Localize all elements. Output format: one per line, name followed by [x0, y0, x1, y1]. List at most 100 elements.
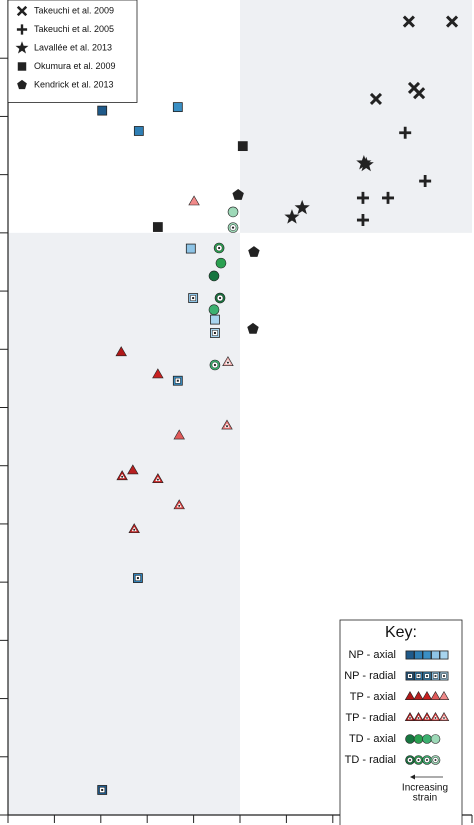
marker-shape [247, 322, 259, 334]
marker-shape [16, 24, 28, 35]
marker-shape [17, 62, 27, 71]
marker-dot [121, 475, 124, 478]
marker-dot [409, 675, 411, 677]
key-note: strain [413, 793, 437, 804]
marker-shape [413, 691, 424, 701]
marker-dot [231, 226, 235, 229]
marker-shape [227, 206, 239, 218]
marker-shape [402, 15, 415, 28]
marker-shape [413, 734, 424, 744]
data-point [209, 359, 221, 371]
marker-shape [421, 691, 433, 701]
marker-dot [409, 717, 411, 719]
marker-shape [404, 691, 416, 701]
marker-shape [419, 175, 432, 188]
marker-shape [152, 222, 163, 232]
marker-shape [215, 257, 227, 269]
data-point [221, 419, 233, 430]
data-point [294, 199, 310, 215]
legend-label: Takeuchi et al. 2009 [34, 5, 114, 15]
key-label: TP - radial [345, 712, 396, 724]
key-swatch [422, 755, 432, 765]
key-swatch [422, 650, 432, 660]
marker-dot [226, 361, 229, 364]
data-point [115, 346, 127, 357]
data-point [237, 141, 248, 152]
marker-shape [127, 464, 139, 475]
marker-shape [173, 429, 185, 440]
marker-shape [210, 314, 220, 325]
marker-shape [430, 691, 441, 701]
key-swatch [438, 691, 450, 701]
marker-shape [422, 734, 432, 744]
marker-shape [413, 87, 426, 100]
marker-dot [426, 759, 428, 761]
marker-shape [414, 650, 423, 660]
marker-dot [156, 478, 159, 481]
marker-dot [176, 379, 179, 382]
data-point [116, 470, 128, 481]
data-point [413, 87, 426, 100]
key-swatch [405, 734, 415, 744]
data-point [210, 328, 220, 338]
marker-shape [422, 650, 432, 660]
data-point [152, 222, 163, 232]
marker-shape [294, 199, 310, 215]
legend-marker [16, 5, 28, 17]
marker-dot [434, 675, 437, 677]
key-swatch [413, 755, 424, 765]
data-point [185, 243, 196, 254]
data-point [399, 126, 412, 139]
data-point [284, 209, 300, 224]
key-swatch [438, 712, 450, 722]
marker-dot [213, 331, 216, 334]
data-point [382, 191, 395, 204]
marker-shape [208, 304, 220, 316]
legend-label: Takeuchi et al. 2005 [34, 24, 114, 34]
data-point [208, 304, 220, 316]
marker-shape [115, 346, 127, 357]
key-swatch [431, 650, 440, 660]
data-point [97, 785, 108, 795]
data-point [222, 356, 234, 366]
key-swatch [413, 691, 424, 701]
key-swatch [439, 671, 449, 681]
marker-shape [208, 270, 220, 282]
legend-label: Lavallée et al. 2013 [34, 42, 112, 52]
data-point [358, 156, 374, 172]
key-swatch [404, 691, 416, 701]
data-point [152, 473, 164, 483]
data-point [133, 573, 143, 583]
key-arrowhead [410, 774, 415, 780]
key-swatch [422, 671, 432, 681]
marker-shape [15, 41, 29, 54]
marker-shape [431, 650, 440, 660]
data-point [97, 105, 108, 116]
marker-dot [443, 675, 445, 677]
legend-marker [17, 79, 27, 90]
key-swatch [414, 671, 423, 681]
marker-dot [434, 717, 437, 719]
key-swatch [430, 755, 441, 765]
marker-shape [369, 92, 383, 106]
key-swatch [430, 691, 441, 701]
marker-dot [417, 675, 420, 677]
data-point [208, 270, 220, 282]
key-title: Key: [385, 624, 417, 641]
marker-dot [133, 528, 136, 531]
marker-shape [237, 141, 248, 152]
marker-dot [426, 675, 428, 677]
key-swatch [421, 712, 433, 722]
marker-shape [97, 105, 108, 116]
marker-shape [284, 209, 300, 224]
marker-dot [426, 717, 428, 719]
key-label: TD - axial [349, 733, 396, 745]
marker-shape [232, 189, 244, 200]
marker-shape [445, 15, 459, 28]
marker-dot [417, 717, 420, 719]
shade-region [8, 232, 240, 815]
key-swatch [404, 712, 416, 722]
key-label: TP - axial [350, 691, 396, 703]
marker-dot [417, 759, 420, 761]
